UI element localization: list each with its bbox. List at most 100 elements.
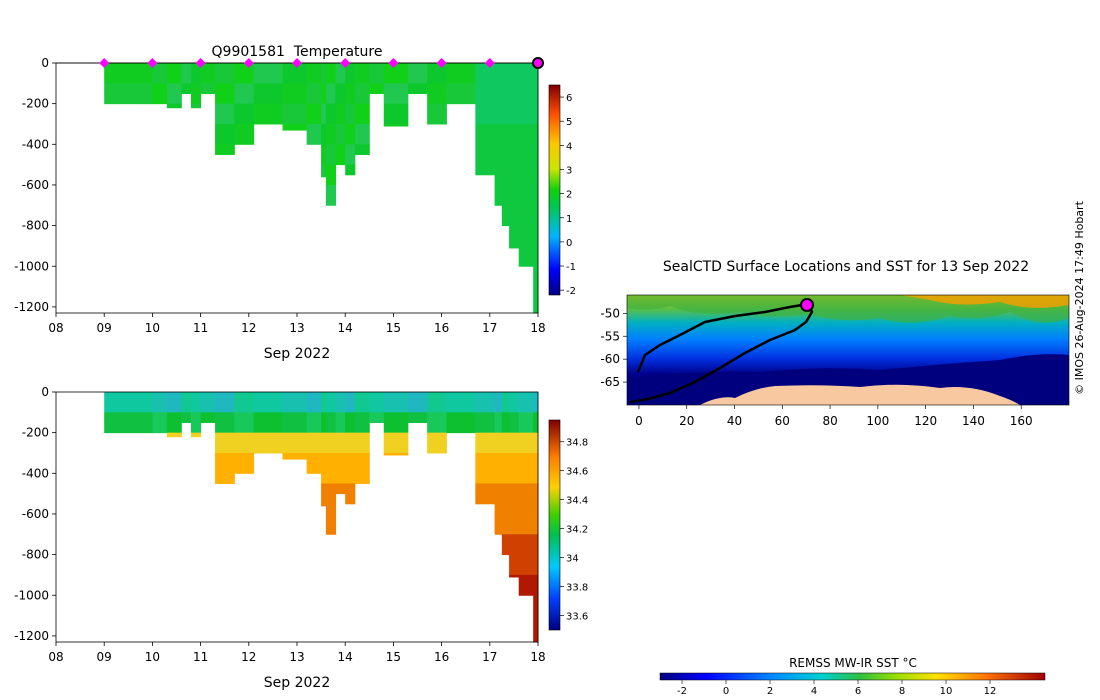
- salinity-x-tick-label: 13: [289, 650, 304, 664]
- sst-colorbar-tick-label: 2: [767, 686, 773, 697]
- salinity-cell: [325, 412, 337, 423]
- salinity-cell: [533, 513, 539, 525]
- map-x-tick-label: 40: [727, 414, 742, 428]
- temperature-x-tick-label: 14: [338, 321, 353, 335]
- salinity-cell: [335, 432, 346, 444]
- temperature-cell: [509, 164, 520, 176]
- salinity-cell: [354, 432, 370, 444]
- temperature-colorbar-tick-label: 4: [566, 141, 572, 152]
- map-y-tick-label: -55: [600, 329, 620, 343]
- temperature-cell: [200, 83, 216, 94]
- temperature-cell: [494, 184, 503, 196]
- temperature-cell: [509, 134, 520, 145]
- temperature-cell: [152, 63, 168, 74]
- temperature-cell: [215, 144, 235, 155]
- temperature-cell: [152, 93, 168, 105]
- temperature-y-tick-label: -1200: [14, 300, 49, 314]
- temperature-cell: [321, 123, 327, 135]
- salinity-cell: [533, 595, 539, 606]
- temperature-cell: [345, 154, 356, 166]
- salinity-y-tick-label: 0: [41, 385, 49, 399]
- salinity-cell: [518, 574, 534, 586]
- salinity-cell: [533, 463, 539, 474]
- salinity-cell: [494, 513, 503, 525]
- salinity-cell: [533, 534, 539, 545]
- temperature-cell: [509, 73, 520, 84]
- salinity-cell: [306, 392, 322, 403]
- salinity-cell: [475, 493, 496, 505]
- temperature-cell: [494, 123, 503, 135]
- temperature-cell: [325, 144, 337, 155]
- salinity-cell: [282, 452, 308, 460]
- temperature-cell: [282, 113, 308, 125]
- salinity-cell: [166, 432, 182, 438]
- salinity-cell: [253, 402, 284, 413]
- temperature-cell: [325, 63, 337, 74]
- salinity-cell: [475, 452, 496, 464]
- salinity-cell: [518, 554, 534, 566]
- salinity-cell: [533, 422, 539, 434]
- temperature-cell: [306, 83, 322, 94]
- salinity-cell: [369, 402, 385, 413]
- sst-colorbar-tick-label: 10: [940, 686, 953, 697]
- temperature-cell: [335, 73, 346, 84]
- temperature-cell: [501, 205, 510, 216]
- temperature-cell: [345, 73, 356, 84]
- temperature-cell: [190, 63, 202, 74]
- salinity-cell: [253, 392, 284, 403]
- temperature-cell: [475, 123, 496, 135]
- temperature-cell: [509, 205, 520, 216]
- salinity-cell: [306, 463, 322, 474]
- salinity-cell: [494, 412, 503, 423]
- temperature-cell: [518, 256, 534, 267]
- temperature-cell: [518, 123, 534, 135]
- salinity-cell: [345, 473, 356, 484]
- temperature-cell: [234, 113, 255, 125]
- salinity-cell: [518, 473, 534, 484]
- salinity-x-tick-label: 17: [482, 650, 497, 664]
- temperature-colorbar-tick-label: -2: [566, 286, 576, 297]
- temperature-cell: [321, 73, 327, 84]
- temperature-cell: [533, 286, 539, 298]
- salinity-cell: [494, 463, 503, 474]
- salinity-cell: [533, 605, 539, 617]
- temperature-cell: [166, 73, 182, 84]
- temperature-cell: [345, 134, 356, 145]
- salinity-cell: [501, 392, 510, 403]
- salinity-cell: [166, 422, 182, 434]
- salinity-cell: [325, 402, 337, 413]
- salinity-cell: [533, 635, 539, 643]
- salinity-cell: [501, 544, 510, 556]
- salinity-cell: [518, 452, 534, 464]
- temperature-cell: [152, 73, 168, 84]
- latest-profile-marker: [532, 57, 544, 69]
- sst-colorbar-ticks: -2 0 2 4 6 8 10 12: [677, 680, 996, 697]
- temperature-cell: [518, 63, 534, 74]
- temperature-cell: [533, 225, 539, 237]
- salinity-x-tick-label: 09: [97, 650, 112, 664]
- salinity-cell: [494, 442, 503, 454]
- salinity-cell: [509, 513, 520, 525]
- temperature-cell: [501, 144, 510, 155]
- temperature-cell: [354, 134, 370, 145]
- map-latitude-ticks: -50 -55 -60 -65: [600, 306, 627, 389]
- temperature-cell: [501, 215, 510, 227]
- temperature-cell: [494, 144, 503, 155]
- temperature-x-tick-label: 13: [289, 321, 304, 335]
- temperature-cell: [475, 63, 496, 74]
- salinity-cell: [345, 422, 356, 434]
- temperature-cell: [345, 93, 356, 105]
- temperature-cell: [282, 63, 308, 74]
- temperature-cell: [494, 134, 503, 145]
- salinity-cell: [181, 392, 192, 403]
- temperature-cell: [354, 123, 370, 135]
- salinity-cell: [321, 432, 327, 444]
- salinity-y-tick-label: -600: [22, 507, 49, 521]
- temperature-cell: [533, 134, 539, 145]
- salinity-cell: [345, 452, 356, 464]
- temperature-cell: [509, 195, 520, 206]
- temperature-cell: [494, 195, 503, 206]
- salinity-cell: [369, 392, 385, 403]
- temperature-cell: [509, 93, 520, 105]
- temperature-cell: [518, 144, 534, 155]
